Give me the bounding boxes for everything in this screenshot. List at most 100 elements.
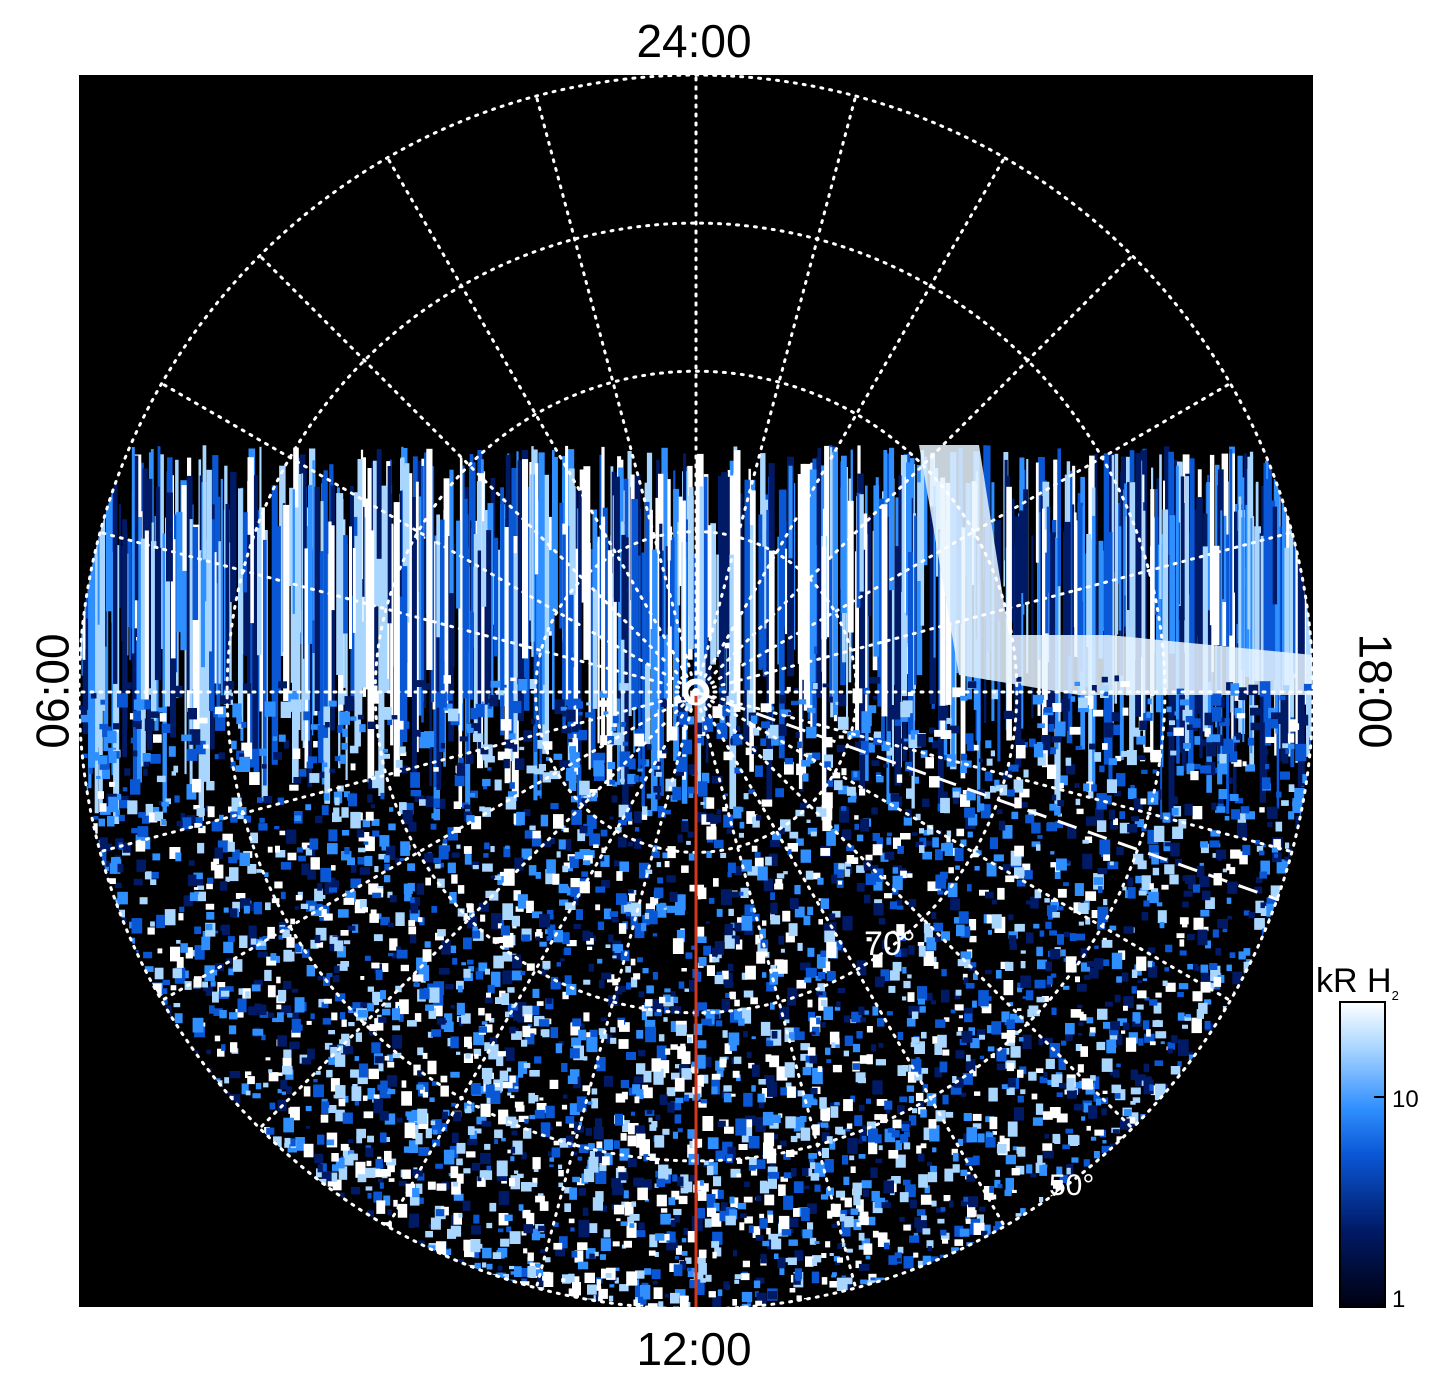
emission-pixel [1069,933,1077,942]
emission-pixel [1167,1042,1176,1050]
emission-pixel [1026,1164,1033,1174]
emission-pixel [657,877,664,884]
emission-pixel [225,876,230,882]
emission-pixel [1243,910,1250,916]
emission-pixel [264,872,269,877]
emission-pixel [569,752,580,768]
emission-pixel [966,743,975,751]
emission-streak [1150,489,1155,696]
emission-pixel [670,1292,680,1304]
emission-streak [328,521,332,703]
emission-pixel [417,1173,425,1181]
emission-streak [917,482,924,581]
emission-streak [203,539,210,782]
emission-pixel [334,756,341,762]
emission-pixel [586,1032,591,1038]
emission-pixel [1103,691,1109,696]
emission-pixel [1233,882,1239,886]
emission-streak [592,520,598,709]
emission-pixel [1008,764,1019,772]
emission-pixel [323,913,333,921]
emission-pixel [700,801,705,805]
emission-pixel [886,837,892,845]
emission-pixel [670,1044,678,1050]
emission-pixel [456,1051,461,1055]
emission-streak [166,492,173,582]
emission-pixel [789,831,799,839]
emission-streak [1156,544,1162,713]
emission-pixel [1090,1075,1096,1081]
emission-pixel [579,825,588,834]
emission-pixel [1170,1066,1181,1075]
emission-pixel [919,1006,926,1013]
emission-pixel [1274,853,1278,858]
emission-pixel [754,765,763,777]
emission-pixel [236,716,242,725]
emission-pixel [272,1017,278,1023]
emission-pixel [877,1018,885,1027]
emission-pixel [759,1180,770,1194]
emission-pixel [411,897,421,906]
emission-pixel [876,1099,888,1106]
emission-pixel [780,709,790,716]
emission-pixel [463,1168,471,1174]
emission-pixel [481,1120,492,1127]
emission-pixel [326,1069,333,1078]
emission-pixel [1116,1136,1123,1142]
emission-pixel [1078,1033,1083,1036]
emission-pixel [138,812,145,818]
emission-pixel [734,999,740,1007]
emission-pixel [271,898,280,904]
emission-pixel [1283,685,1290,691]
emission-pixel [919,828,925,834]
emission-pixel [317,1164,323,1173]
emission-pixel [586,938,594,945]
emission-pixel [345,890,356,902]
emission-streak [661,447,668,701]
emission-pixel [923,1127,933,1141]
emission-pixel [1281,800,1289,806]
emission-pixel [500,719,512,731]
emission-pixel [1162,980,1168,986]
emission-pixel [830,1203,841,1217]
emission-pixel [1245,764,1255,772]
emission-pixel [924,992,933,1001]
emission-pixel [837,988,846,994]
emission-pixel [174,795,180,803]
emission-pixel [515,1002,527,1013]
emission-pixel [1164,864,1175,875]
emission-pixel [237,812,244,820]
emission-streak [423,538,427,709]
emission-pixel [715,1020,723,1027]
emission-pixel [984,771,993,782]
emission-pixel [507,1092,512,1096]
emission-pixel [431,906,438,913]
emission-pixel [931,740,943,749]
emission-pixel [107,815,115,827]
emission-pixel [284,1137,291,1147]
emission-pixel [407,863,415,871]
emission-pixel [827,1210,833,1219]
emission-pixel [1083,783,1090,792]
emission-pixel [332,1179,342,1191]
emission-pixel [874,976,885,988]
emission-pixel [229,1094,241,1104]
emission-pixel [591,1098,599,1109]
emission-pixel [941,843,949,852]
emission-pixel [650,897,659,906]
emission-pixel [316,942,324,948]
emission-pixel [383,748,388,753]
emission-pixel [534,1263,541,1268]
emission-pixel [513,890,521,901]
emission-pixel [685,702,693,712]
emission-pixel [739,1222,745,1231]
emission-pixel [486,1263,493,1270]
emission-pixel [213,930,219,934]
emission-pixel [668,1197,676,1206]
emission-pixel [983,1186,994,1200]
emission-pixel [595,1191,604,1202]
emission-pixel [1275,821,1283,832]
emission-pixel [640,1299,647,1305]
emission-pixel [821,1277,828,1285]
emission-pixel [372,775,383,789]
